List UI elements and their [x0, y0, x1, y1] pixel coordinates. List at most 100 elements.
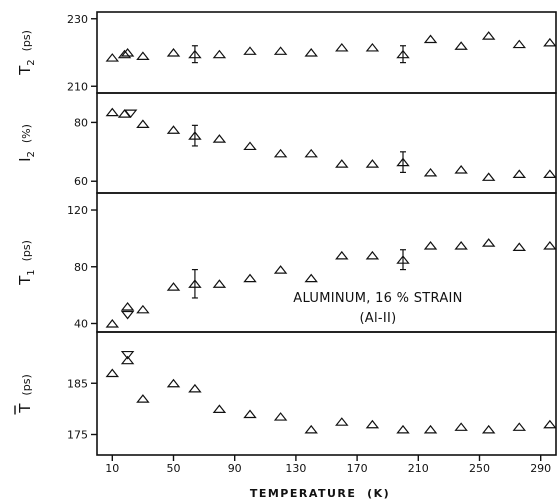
y-axis-label-text-I2: I2 (%): [16, 124, 37, 162]
data-point-taubar: [212, 404, 227, 413]
x-tick-label: 90: [228, 462, 242, 475]
x-tick-label: 170: [347, 462, 368, 475]
data-point-I2: [543, 169, 557, 178]
data-point-tau1: [543, 241, 557, 250]
y-axis-unit: (ps): [20, 30, 33, 51]
y-tick-label-I2: 80: [74, 116, 88, 129]
data-point-tau1: [512, 242, 527, 251]
data-point-tau1: [120, 310, 135, 320]
data-point-tau1: [243, 273, 257, 283]
data-point-taubar: [105, 368, 120, 378]
data-point-tau1: [423, 241, 438, 250]
data-point-taubar: [120, 350, 135, 360]
data-point-tau2: [166, 48, 181, 57]
data-point-I2: [304, 148, 318, 158]
data-point-taubar: [481, 424, 496, 434]
data-point-tau1: [365, 250, 380, 260]
data-point-tau1: [166, 282, 181, 291]
y-axis-label-taubar: T (ps): [14, 374, 34, 415]
y-axis-label-text-taubar: T (ps): [16, 374, 34, 413]
y-axis-label-text-tau2: T2 (ps): [16, 30, 37, 76]
data-point-tau2: [481, 31, 496, 40]
data-point-taubar: [423, 424, 438, 434]
data-point-taubar: [166, 378, 181, 388]
axis-labels: 210230T2(ps)6080I2(%)4080120T1(ps)175185…: [14, 13, 551, 475]
data-point-tau2: [423, 34, 438, 44]
data-point-taubar: [243, 409, 257, 419]
x-tick-label: 50: [167, 462, 181, 475]
y-axis-label-text-tau1: T1 (ps): [16, 240, 37, 286]
data-point-taubar: [136, 394, 150, 403]
y-tick-label-tau1: 40: [74, 317, 88, 330]
data-point-tau1: [454, 241, 468, 250]
y-axis-subscript: 1: [26, 269, 37, 275]
data-point-tau1: [212, 279, 227, 288]
y-axis-unit: (ps): [20, 374, 33, 395]
data-point-taubar: [365, 419, 380, 429]
data-point-tau2: [335, 42, 349, 52]
data-point-I2: [166, 125, 181, 134]
data-point-tau2: [117, 49, 132, 59]
data-markers: [105, 31, 557, 434]
data-point-I2: [423, 167, 438, 177]
panel-frame-taubar: [96, 331, 557, 456]
panel-frame-tau1: [96, 192, 557, 333]
x-tick-label: 250: [469, 462, 490, 475]
data-point-tau2: [243, 46, 257, 55]
data-point-tau1: [335, 250, 349, 260]
data-point-taubar: [304, 424, 318, 434]
data-point-taubar: [335, 417, 349, 426]
data-point-taubar: [512, 422, 527, 431]
data-point-tau1: [304, 273, 318, 283]
data-point-tau2: [212, 49, 227, 59]
x-tick-label: 210: [408, 462, 429, 475]
data-point-I2: [512, 169, 527, 178]
y-tick-label-tau2: 230: [67, 13, 88, 26]
y-tick-label-tau2: 210: [67, 80, 88, 93]
data-point-I2: [365, 159, 380, 168]
data-point-tau1: [105, 319, 120, 328]
data-point-I2: [212, 134, 227, 143]
data-point-I2: [105, 107, 120, 117]
panel-frames: [91, 11, 557, 461]
data-point-I2: [481, 172, 496, 181]
data-point-tau2: [543, 37, 557, 47]
y-axis-symbol: T: [16, 275, 34, 286]
data-point-tau1: [120, 301, 135, 311]
data-point-taubar: [188, 383, 202, 393]
y-axis-symbol: I: [16, 157, 34, 161]
y-axis-symbol: T: [16, 65, 34, 76]
data-point-tau2: [304, 48, 318, 57]
x-axis-label: TEMPERATURE (K): [250, 487, 390, 500]
data-point-taubar: [120, 355, 135, 365]
data-point-taubar: [454, 422, 468, 431]
y-tick-label-tau1: 80: [74, 261, 88, 274]
data-point-tau2: [365, 42, 380, 52]
panel-frame-I2: [96, 92, 557, 194]
y-axis-unit: (ps): [20, 240, 33, 261]
x-tick-label: 130: [285, 462, 306, 475]
data-point-taubar: [396, 424, 410, 434]
data-point-tau1: [273, 265, 288, 274]
data-point-tau2: [273, 46, 288, 55]
panel-frame-tau2: [96, 11, 557, 94]
y-tick-label-taubar: 185: [67, 377, 88, 390]
data-point-tau1: [481, 238, 496, 247]
data-point-taubar: [543, 419, 557, 429]
data-point-taubar: [273, 412, 288, 421]
y-axis-label-tau1: T1 (ps): [16, 240, 37, 286]
data-point-tau1: [136, 304, 150, 314]
x-tick-label: 290: [530, 462, 551, 475]
y-axis-subscript: 2: [26, 59, 37, 65]
data-point-tau2: [136, 51, 150, 60]
y-axis-symbol: T: [16, 403, 34, 414]
data-point-I2: [454, 164, 468, 174]
data-point-I2: [243, 141, 257, 151]
y-axis-unit: (%): [20, 124, 33, 143]
data-point-tau2: [105, 53, 120, 62]
data-point-I2: [273, 148, 288, 158]
y-tick-label-I2: 60: [74, 175, 88, 188]
y-tick-label-taubar: 175: [67, 429, 88, 442]
data-point-I2: [123, 109, 138, 119]
